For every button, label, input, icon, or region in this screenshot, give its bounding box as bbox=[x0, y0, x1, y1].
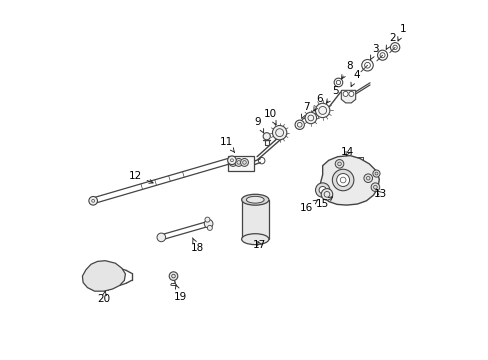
Circle shape bbox=[315, 103, 329, 118]
Text: 6: 6 bbox=[313, 94, 323, 111]
Text: 5: 5 bbox=[325, 86, 338, 103]
Text: 14: 14 bbox=[341, 147, 354, 157]
Circle shape bbox=[305, 112, 316, 124]
Text: 13: 13 bbox=[373, 189, 386, 199]
Circle shape bbox=[207, 225, 212, 230]
Text: 8: 8 bbox=[341, 61, 352, 79]
Ellipse shape bbox=[241, 194, 268, 205]
Polygon shape bbox=[341, 90, 355, 103]
Circle shape bbox=[228, 158, 237, 166]
Polygon shape bbox=[319, 156, 379, 205]
Circle shape bbox=[263, 133, 270, 140]
Circle shape bbox=[336, 174, 349, 186]
Text: 16: 16 bbox=[299, 200, 317, 213]
Circle shape bbox=[343, 91, 347, 96]
Circle shape bbox=[157, 233, 165, 242]
Text: 1: 1 bbox=[397, 24, 406, 41]
Text: 9: 9 bbox=[254, 117, 263, 133]
Circle shape bbox=[227, 156, 236, 165]
Polygon shape bbox=[82, 261, 125, 291]
FancyBboxPatch shape bbox=[227, 156, 253, 171]
Text: 19: 19 bbox=[173, 285, 186, 302]
Circle shape bbox=[348, 91, 353, 96]
Circle shape bbox=[234, 158, 242, 166]
Text: 2: 2 bbox=[386, 33, 395, 49]
Circle shape bbox=[294, 120, 304, 130]
Circle shape bbox=[319, 186, 325, 194]
Circle shape bbox=[370, 183, 379, 192]
Text: 20: 20 bbox=[97, 291, 110, 304]
Circle shape bbox=[363, 174, 372, 183]
FancyBboxPatch shape bbox=[241, 200, 268, 239]
Text: 4: 4 bbox=[350, 70, 359, 86]
Circle shape bbox=[204, 220, 212, 228]
Ellipse shape bbox=[241, 234, 268, 245]
Circle shape bbox=[272, 126, 286, 140]
Text: 15: 15 bbox=[315, 197, 332, 210]
Circle shape bbox=[335, 159, 343, 168]
Circle shape bbox=[332, 169, 353, 191]
Text: 18: 18 bbox=[190, 238, 203, 253]
Text: 3: 3 bbox=[370, 44, 378, 60]
Text: 10: 10 bbox=[263, 109, 276, 125]
Circle shape bbox=[372, 170, 379, 177]
Circle shape bbox=[169, 272, 178, 280]
Text: 12: 12 bbox=[128, 171, 153, 183]
Text: 7: 7 bbox=[301, 102, 309, 118]
Circle shape bbox=[204, 217, 209, 222]
Circle shape bbox=[240, 158, 248, 166]
Text: 17: 17 bbox=[252, 240, 265, 250]
Ellipse shape bbox=[246, 196, 264, 203]
Circle shape bbox=[315, 183, 329, 197]
Circle shape bbox=[321, 189, 332, 200]
Text: 11: 11 bbox=[220, 138, 234, 152]
Circle shape bbox=[89, 197, 97, 205]
